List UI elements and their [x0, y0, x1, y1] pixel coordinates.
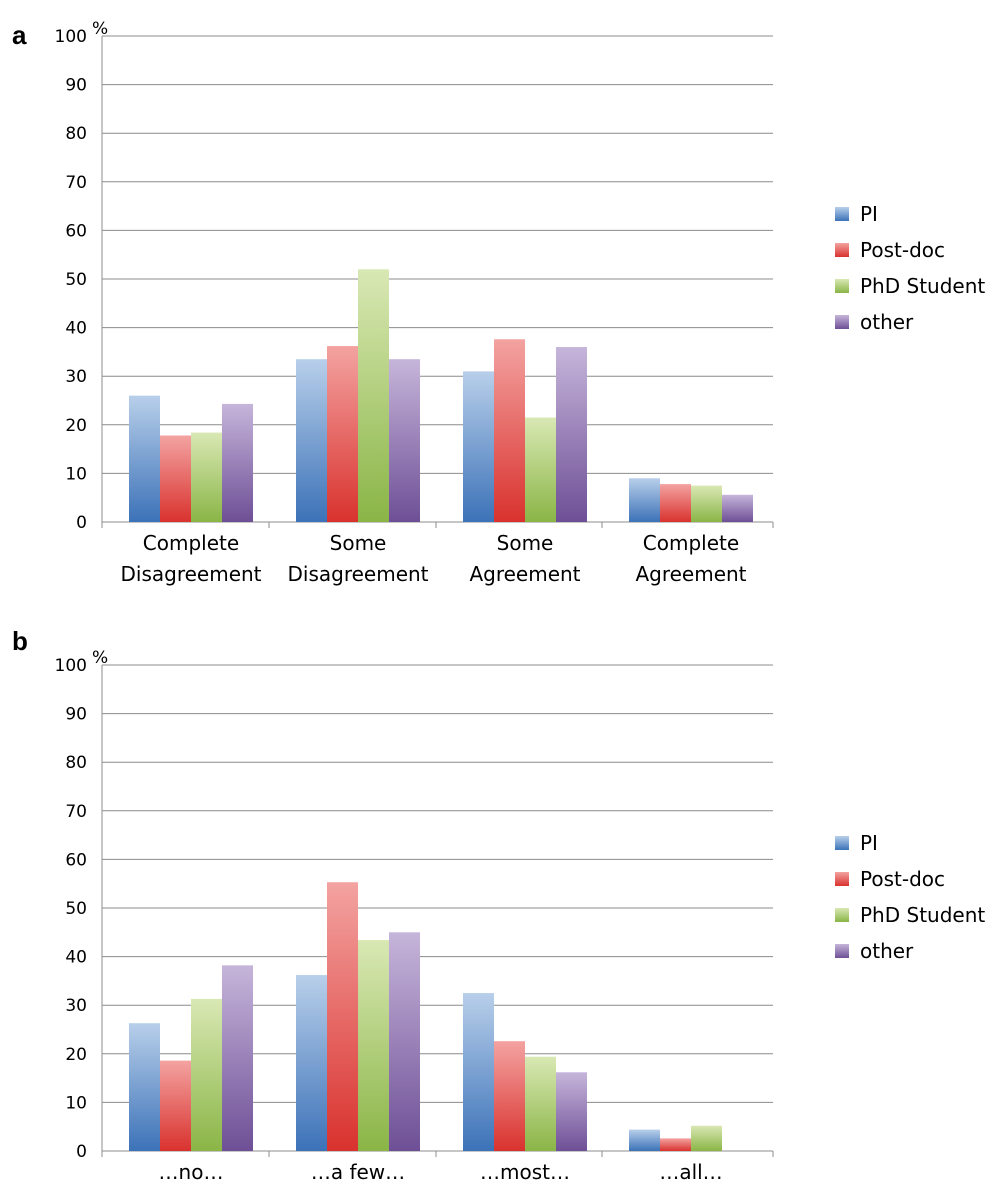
y-tick-label: 0: [76, 1142, 87, 1162]
legend-label: Post-doc: [860, 238, 945, 262]
legend-label: PI: [860, 831, 878, 855]
bar: [389, 359, 420, 522]
y-tick-label: 90: [65, 76, 87, 96]
y-tick-label: 20: [65, 416, 87, 436]
panel-letter: b: [12, 626, 28, 656]
y-tick-label: 60: [65, 221, 87, 241]
legend-swatch: [835, 315, 849, 329]
bar: [691, 485, 722, 522]
bar: [296, 975, 327, 1151]
bar: [129, 1023, 160, 1151]
legend-swatch: [835, 207, 849, 221]
legend-swatch: [835, 944, 849, 958]
bar: [494, 339, 525, 522]
chart-panel-a: a % 0 10 20 30 40 50 60 70 80 90 100 Complete Disagree…: [12, 19, 985, 586]
bar: [222, 965, 253, 1151]
y-tick-label: 40: [65, 319, 87, 339]
y-tick-label: 50: [65, 270, 87, 290]
legend-label: PhD Student: [860, 903, 985, 927]
y-tick-label: 10: [65, 464, 87, 484]
bar: [463, 371, 494, 522]
category-label: …all…: [659, 1160, 722, 1184]
category-label: Complete: [143, 531, 239, 555]
bar: [191, 432, 222, 522]
bar: [629, 1129, 660, 1151]
bar: [327, 346, 358, 522]
y-tick-label: 30: [65, 367, 87, 387]
y-tick-label: 30: [65, 996, 87, 1016]
category-label: …most…: [480, 1160, 570, 1184]
bar: [722, 494, 753, 522]
bar: [327, 882, 358, 1151]
legend-label: Post-doc: [860, 867, 945, 891]
bar: [358, 269, 389, 522]
y-tick-label: 50: [65, 899, 87, 919]
y-tick-label: 40: [65, 948, 87, 968]
category-label: Agreement: [635, 562, 746, 586]
y-tick-label: 90: [65, 705, 87, 725]
bar: [160, 1060, 191, 1151]
y-tick-label: 70: [65, 802, 87, 822]
category-label: Complete: [643, 531, 739, 555]
y-unit-label: %: [92, 19, 108, 39]
bar: [556, 1072, 587, 1151]
legend-label: PI: [860, 202, 878, 226]
y-tick-label: 70: [65, 173, 87, 193]
legend-swatch: [835, 279, 849, 293]
bar: [129, 395, 160, 522]
category-label: …a few…: [311, 1160, 405, 1184]
legend-swatch: [835, 243, 849, 257]
y-tick-label: 60: [65, 850, 87, 870]
y-tick-label: 80: [65, 124, 87, 144]
y-tick-label: 100: [55, 656, 87, 676]
panel-letter: a: [12, 20, 27, 50]
bar: [494, 1041, 525, 1151]
y-tick-label: 20: [65, 1045, 87, 1065]
legend-label: other: [860, 939, 914, 963]
bar: [556, 347, 587, 522]
bar: [389, 932, 420, 1151]
legend-label: PhD Student: [860, 274, 985, 298]
category-label: Some: [497, 531, 554, 555]
bar: [629, 478, 660, 522]
bar: [525, 417, 556, 522]
category-label: Agreement: [469, 562, 580, 586]
legend-label: other: [860, 310, 914, 334]
bar: [222, 403, 253, 522]
y-tick-label: 10: [65, 1093, 87, 1113]
bar: [358, 940, 389, 1151]
bar: [525, 1056, 556, 1151]
category-label: Disagreement: [120, 562, 261, 586]
bar: [160, 435, 191, 522]
category-label: Some: [330, 531, 387, 555]
bar: [691, 1125, 722, 1151]
bar: [463, 993, 494, 1151]
bar: [296, 359, 327, 522]
legend-swatch: [835, 908, 849, 922]
chart-panel-b: b% 0 10 20 30 40 50 60 70 80 90 100 …no… …a few… …most…: [12, 626, 985, 1184]
legend-swatch: [835, 872, 849, 886]
bar: [660, 1138, 691, 1151]
y-tick-label: 0: [76, 513, 87, 533]
bar: [191, 998, 222, 1151]
y-tick-label: 100: [55, 27, 87, 47]
category-label: …no…: [159, 1160, 224, 1184]
category-label: Disagreement: [287, 562, 428, 586]
y-tick-label: 80: [65, 753, 87, 773]
legend-swatch: [835, 836, 849, 850]
bar: [660, 484, 691, 522]
y-unit-label: %: [92, 648, 108, 668]
